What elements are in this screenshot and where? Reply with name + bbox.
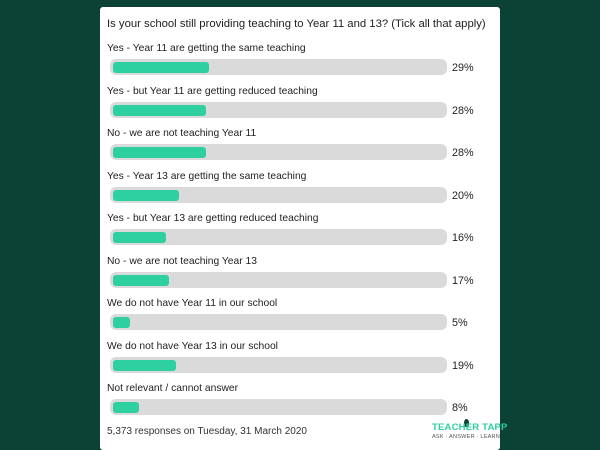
- bar-label: No - we are not teaching Year 11: [107, 128, 257, 139]
- bar-label: Yes - Year 13 are getting the same teach…: [107, 170, 307, 182]
- bar-label: Yes - but Year 11 are getting reduced te…: [107, 85, 318, 97]
- bar-label: No - we are not teaching Year 13: [107, 255, 257, 267]
- bar-value-label: 19%: [452, 359, 474, 372]
- chart-title: Is your school still providing teaching …: [107, 18, 486, 30]
- bar-label: Not relevant / cannot answer: [107, 383, 239, 394]
- bar-track: [110, 229, 447, 245]
- bar: [113, 274, 170, 286]
- bar-track: [110, 356, 447, 373]
- bar-label: Yes - but Year 13 are getting reduced te…: [107, 213, 319, 224]
- bar-track: [110, 271, 447, 288]
- bar-value-label: 16%: [452, 232, 474, 244]
- teacher-tapp-logo: TEACHER TAPP ASK · ANSWER · LEARN: [432, 419, 507, 446]
- bar: [113, 147, 206, 158]
- bar-track: [110, 399, 447, 415]
- bar: [113, 232, 166, 243]
- bar-track: [110, 59, 447, 75]
- bar-value-label: 20%: [452, 189, 474, 202]
- logo-drop-icon: [464, 419, 469, 427]
- bar-value-label: 8%: [452, 402, 468, 414]
- response-count: 5,373 responses on Tuesday, 31 March 202…: [107, 426, 307, 437]
- bar: [113, 62, 209, 73]
- bar-value-label: 17%: [452, 274, 474, 287]
- bar-track: [110, 144, 447, 160]
- bar-track: [110, 314, 447, 330]
- bar: [113, 104, 206, 116]
- bar-label: We do not have Year 13 in our school: [107, 340, 278, 352]
- bar-track: [110, 186, 447, 203]
- bar-value-label: 28%: [452, 147, 474, 159]
- bar: [113, 402, 140, 413]
- logo-wordmark: TEACHER TAPP: [432, 422, 508, 433]
- bar-label: We do not have Year 11 in our school: [107, 298, 278, 309]
- bar: [113, 359, 176, 371]
- poll-card: Is your school still providing teaching …: [100, 7, 507, 450]
- logo-tagline: ASK · ANSWER · LEARN: [432, 434, 501, 440]
- bar-value-label: 29%: [452, 62, 474, 74]
- bar: [113, 317, 130, 328]
- bar-label: Yes - Year 11 are getting the same teach…: [107, 43, 306, 54]
- bar-track: [110, 101, 447, 118]
- bar-value-label: 28%: [452, 104, 474, 117]
- bar: [113, 189, 180, 201]
- bar-value-label: 5%: [452, 317, 468, 329]
